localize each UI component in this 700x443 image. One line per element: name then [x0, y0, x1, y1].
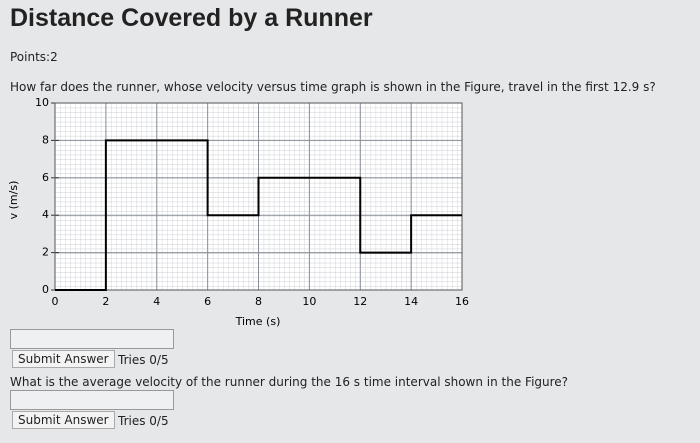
submit-button[interactable]: Submit Answer	[12, 350, 115, 368]
x-tick-label: 14	[404, 295, 418, 308]
chart: Time (s) v (m/s) 0 2 4 6 8 10 12 14 16 0 2 4 6 8 10	[7, 96, 469, 328]
answer-input[interactable]	[10, 329, 174, 349]
x-tick-label: 12	[353, 295, 367, 308]
y-tick-label: 0	[42, 283, 49, 296]
y-tick-label: 2	[42, 246, 49, 259]
answer-input[interactable]	[10, 390, 174, 410]
plot-frame	[54, 102, 463, 291]
velocity-line	[55, 139, 462, 291]
x-tick-label: 16	[455, 295, 469, 308]
y-tick-label: 10	[35, 96, 49, 109]
tries: Tries 0/5	[118, 353, 169, 367]
x-tick-label: 0	[52, 295, 59, 308]
question: How far does the runner, whose velocity …	[10, 80, 656, 94]
tries: Tries 0/5	[118, 414, 169, 428]
x-tick-label: 8	[255, 295, 262, 308]
question: What is the average velocity of the runn…	[10, 375, 569, 389]
x-tick-label: 4	[153, 295, 160, 308]
y-tick-label: 4	[42, 208, 49, 221]
x-tick-label: 6	[204, 295, 211, 308]
y-tick-label: 6	[42, 171, 49, 184]
x-tick-label: 2	[102, 295, 109, 308]
points: Points:2	[10, 50, 58, 64]
submit-button[interactable]: Submit Answer	[12, 411, 115, 429]
page-title: Distance Covered by a Runner	[10, 4, 373, 32]
y-axis-label: v (m/s)	[7, 181, 20, 220]
x-axis-label: Time (s)	[235, 315, 281, 328]
y-tick-label: 8	[42, 133, 49, 146]
x-tick-label: 10	[302, 295, 316, 308]
